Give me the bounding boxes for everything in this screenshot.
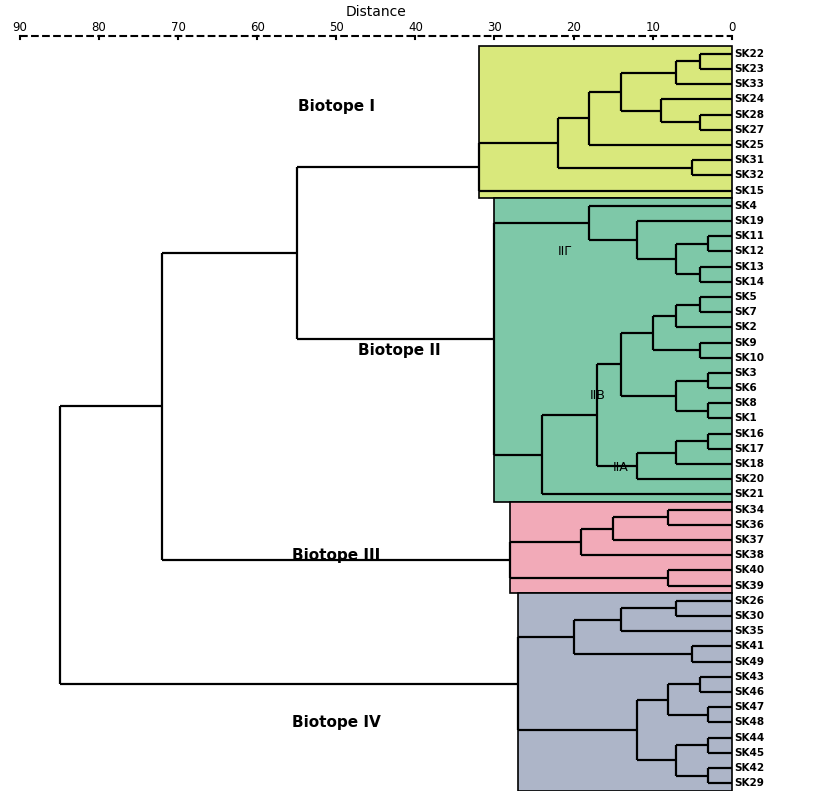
Text: SK22: SK22 xyxy=(734,48,764,59)
Text: 40: 40 xyxy=(408,21,423,34)
Text: SK47: SK47 xyxy=(734,702,764,712)
Text: SK21: SK21 xyxy=(734,490,764,499)
Text: 60: 60 xyxy=(250,21,265,34)
Text: Biotope III: Biotope III xyxy=(293,548,381,563)
Text: 0: 0 xyxy=(728,21,735,34)
Text: 20: 20 xyxy=(566,21,581,34)
Bar xyxy=(510,502,732,593)
Text: Biotope I: Biotope I xyxy=(297,99,375,114)
Text: SK18: SK18 xyxy=(734,459,764,469)
Text: 50: 50 xyxy=(329,21,344,34)
Text: SK3: SK3 xyxy=(734,368,757,378)
Text: SK31: SK31 xyxy=(734,155,764,165)
Text: SK37: SK37 xyxy=(734,535,764,545)
Text: SK42: SK42 xyxy=(734,763,764,773)
Bar xyxy=(478,46,732,198)
Text: SK24: SK24 xyxy=(734,95,764,104)
Text: SK49: SK49 xyxy=(734,657,764,667)
Text: SK14: SK14 xyxy=(734,277,764,287)
Text: SK16: SK16 xyxy=(734,429,764,439)
Text: Biotope II: Biotope II xyxy=(359,343,441,358)
Text: SK25: SK25 xyxy=(734,140,764,150)
Text: SK41: SK41 xyxy=(734,642,764,651)
Text: SK12: SK12 xyxy=(734,246,764,256)
Text: SK35: SK35 xyxy=(734,626,764,636)
Text: IIΓ: IIΓ xyxy=(557,245,572,258)
Text: SK17: SK17 xyxy=(734,444,764,454)
Text: SK48: SK48 xyxy=(734,717,764,727)
Text: SK39: SK39 xyxy=(734,580,764,591)
Text: SK1: SK1 xyxy=(734,413,757,424)
Text: IIΒ: IIΒ xyxy=(589,390,606,402)
Bar xyxy=(495,198,732,502)
Text: SK2: SK2 xyxy=(734,322,757,332)
Text: SK23: SK23 xyxy=(734,64,764,74)
Text: SK44: SK44 xyxy=(734,733,764,743)
Text: Distance: Distance xyxy=(346,5,406,19)
Text: SK45: SK45 xyxy=(734,748,764,758)
Text: SK27: SK27 xyxy=(734,125,764,134)
Text: SK8: SK8 xyxy=(734,398,757,409)
Text: SK13: SK13 xyxy=(734,262,764,272)
Text: 70: 70 xyxy=(170,21,186,34)
Text: SK40: SK40 xyxy=(734,565,764,576)
Text: SK10: SK10 xyxy=(734,353,764,363)
Text: Biotope IV: Biotope IV xyxy=(292,715,381,730)
Text: SK46: SK46 xyxy=(734,687,764,697)
Text: SK26: SK26 xyxy=(734,596,764,606)
Text: 90: 90 xyxy=(12,21,28,34)
Text: SK32: SK32 xyxy=(734,170,764,180)
Text: SK7: SK7 xyxy=(734,307,757,317)
Text: 30: 30 xyxy=(487,21,502,34)
Text: SK6: SK6 xyxy=(734,383,757,393)
Text: SK29: SK29 xyxy=(734,778,764,788)
Text: SK20: SK20 xyxy=(734,475,764,484)
Text: SK5: SK5 xyxy=(734,292,757,302)
Bar xyxy=(518,593,732,791)
Text: 10: 10 xyxy=(645,21,660,34)
Text: SK15: SK15 xyxy=(734,185,764,196)
Text: SK9: SK9 xyxy=(734,338,757,347)
Text: SK30: SK30 xyxy=(734,611,764,621)
Text: SK11: SK11 xyxy=(734,231,764,241)
Text: IIΑ: IIΑ xyxy=(613,460,629,474)
Text: SK34: SK34 xyxy=(734,505,764,514)
Text: 80: 80 xyxy=(92,21,107,34)
Text: SK19: SK19 xyxy=(734,216,764,226)
Text: SK28: SK28 xyxy=(734,110,764,119)
Text: SK38: SK38 xyxy=(734,550,764,560)
Text: SK4: SK4 xyxy=(734,200,757,211)
Text: SK43: SK43 xyxy=(734,672,764,682)
Text: SK36: SK36 xyxy=(734,520,764,530)
Text: SK33: SK33 xyxy=(734,80,764,89)
